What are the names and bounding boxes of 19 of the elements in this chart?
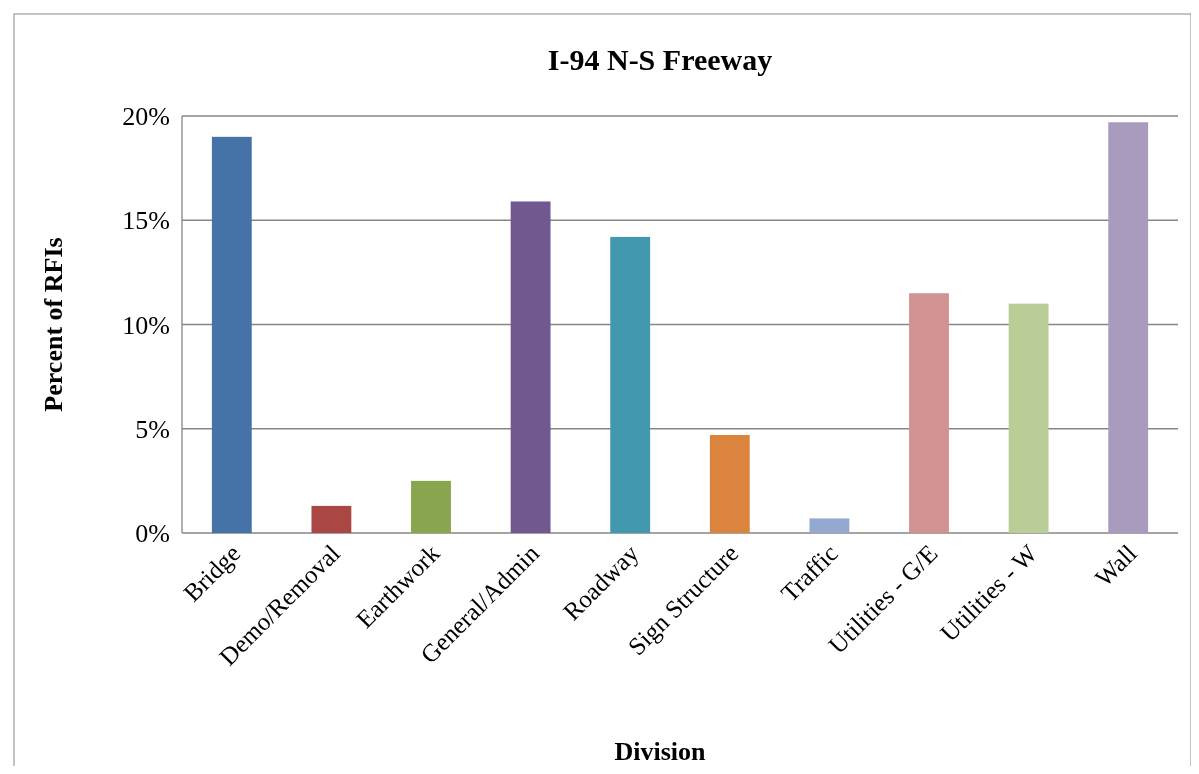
- bar: [709, 435, 750, 533]
- chart-title: I-94 N-S Freeway: [547, 43, 773, 76]
- bar: [510, 201, 551, 533]
- bar: [311, 505, 352, 533]
- bar: [909, 293, 949, 533]
- bar: [1108, 122, 1149, 533]
- y-tick-label: 20%: [122, 102, 170, 132]
- x-axis-title: Division: [614, 737, 707, 766]
- bar: [610, 236, 651, 533]
- bar: [411, 480, 451, 533]
- y-tick-label: 5%: [135, 414, 170, 444]
- bar: [211, 136, 252, 533]
- x-tick-label: Wall: [1089, 539, 1142, 592]
- y-tick-label: 10%: [122, 310, 170, 340]
- y-tick-label: 0%: [135, 519, 170, 549]
- y-axis-title: Percent of RFIs: [39, 237, 68, 412]
- bar: [809, 518, 850, 533]
- bar: [1008, 303, 1049, 533]
- y-tick-label: 15%: [122, 206, 170, 236]
